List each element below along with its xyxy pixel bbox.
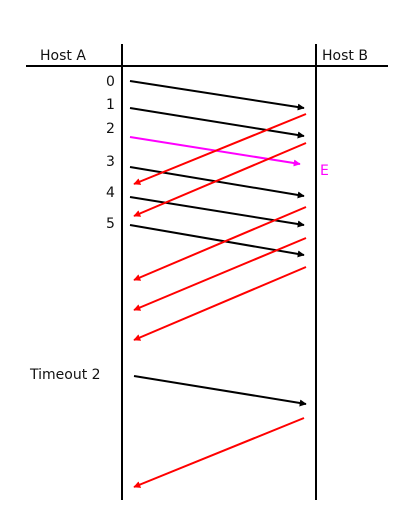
host-a-label: Host A <box>40 48 86 64</box>
data-arrow-4 <box>129 196 305 228</box>
packet-label-1: 1 <box>106 97 115 113</box>
ack-arrow-0 <box>133 113 307 185</box>
ack-arrow-4 <box>133 266 307 341</box>
packet-label-3: 3 <box>106 154 115 170</box>
timeout-label: Timeout 2 <box>29 367 101 383</box>
packet-label-4: 4 <box>106 185 115 201</box>
ack-arrow-2 <box>133 206 307 281</box>
packet-label-5: 5 <box>106 216 115 232</box>
host-b-label: Host B <box>322 48 368 64</box>
packet-label-0: 0 <box>106 74 115 90</box>
ack-arrow-1 <box>133 142 307 217</box>
retransmit-arrow-2 <box>133 375 307 407</box>
packet-label-2: 2 <box>106 121 115 137</box>
ack-arrow-3 <box>133 237 307 311</box>
ack-arrow-retransmit <box>133 417 305 488</box>
data-arrow-0 <box>129 80 305 111</box>
data-arrow-1 <box>129 107 305 139</box>
error-label: E <box>320 163 329 179</box>
